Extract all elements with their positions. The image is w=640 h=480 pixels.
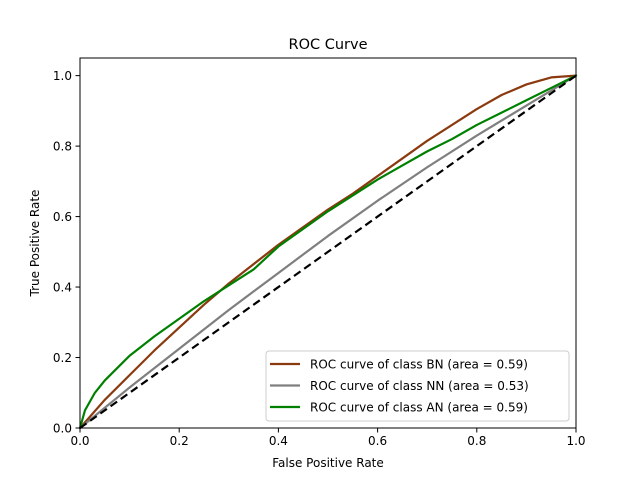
y-tick-label: 0.0: [53, 421, 72, 435]
y-tick-label: 0.6: [53, 210, 72, 224]
x-axis-label: False Positive Rate: [272, 456, 384, 470]
legend-label-3: ROC curve of class AN (area = 0.59): [310, 400, 528, 414]
y-axis-label: True Positive Rate: [28, 190, 42, 298]
series-line-2: [78, 74, 578, 430]
x-tick-label: 0.0: [70, 434, 89, 448]
legend-box: [265, 350, 570, 422]
y-tick-label: 0.8: [53, 139, 72, 153]
legend: ROC curve of class BN (area = 0.59) ROC c…: [265, 350, 570, 422]
chance-diagonal-line: [79, 74, 577, 429]
x-tick-label: 0.4: [269, 434, 288, 448]
legend-label-1: ROC curve of class BN (area = 0.59): [310, 357, 528, 371]
x-tick-label: 0.6: [368, 434, 387, 448]
y-tick-label: 1.0: [53, 69, 72, 83]
x-tick-label: 0.8: [467, 434, 486, 448]
chart-title: ROC Curve: [289, 37, 368, 53]
x-tick-label: 1.0: [566, 434, 585, 448]
x-axis-ticks: 0.0 0.2 0.4 0.6 0.8 1.0: [70, 428, 586, 448]
legend-label-2: ROC curve of class NN (area = 0.53): [310, 379, 529, 393]
series-line-1: [78, 74, 578, 430]
curves-layer: [78, 74, 578, 430]
plot-frame: [79, 57, 577, 429]
y-axis-ticks: 0.0 0.2 0.4 0.6 0.8 1.0: [53, 69, 80, 435]
series-line-3: [78, 74, 578, 430]
x-tick-label: 0.2: [170, 434, 189, 448]
y-tick-label: 0.2: [53, 351, 72, 365]
y-tick-label: 0.4: [53, 280, 72, 294]
